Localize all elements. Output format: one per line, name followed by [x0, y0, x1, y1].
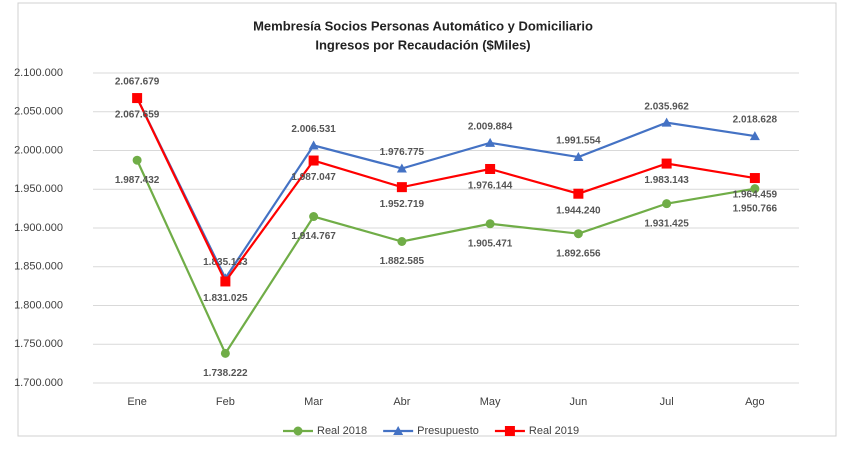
data-label: 1.944.240 — [556, 205, 601, 216]
data-label: 1.987.432 — [115, 175, 160, 186]
data-point — [573, 152, 584, 162]
series-line — [136, 97, 756, 284]
y-tick-label: 2.000.000 — [14, 144, 63, 156]
legend-label: Presupuesto — [417, 425, 479, 437]
data-label: 2.018.628 — [733, 115, 778, 126]
data-point — [308, 140, 319, 150]
x-tick-label: Mar — [304, 396, 323, 408]
data-label: 2.067.659 — [115, 110, 160, 121]
data-point — [396, 182, 407, 193]
data-label: 1.952.719 — [380, 199, 425, 210]
data-point — [220, 348, 230, 358]
data-label: 1.976.775 — [380, 147, 425, 158]
legend-label: Real 2018 — [317, 425, 367, 437]
legend-marker — [293, 426, 303, 436]
x-tick-label: Ago — [745, 396, 765, 408]
data-label: 1.905.471 — [468, 238, 513, 249]
data-point — [309, 212, 319, 222]
data-point — [485, 137, 496, 147]
data-label: 2.067.679 — [115, 77, 160, 88]
data-point — [661, 117, 672, 127]
data-label: 1.987.047 — [291, 172, 336, 183]
y-tick-label: 1.700.000 — [14, 377, 63, 389]
y-tick-label: 2.050.000 — [14, 106, 63, 118]
data-label: 1.983.143 — [644, 175, 689, 186]
legend-label: Real 2019 — [529, 425, 579, 437]
data-point — [750, 184, 760, 194]
x-tick-label: Jul — [660, 396, 674, 408]
data-point — [485, 219, 495, 229]
data-point — [661, 158, 672, 169]
data-point — [573, 188, 584, 199]
data-label: 1.892.656 — [556, 248, 601, 259]
data-label: 1.738.222 — [203, 368, 248, 379]
x-tick-label: Ene — [127, 396, 147, 408]
chart-subtitle: Ingresos por Recaudación ($Miles) — [315, 37, 530, 52]
data-point — [573, 229, 583, 239]
data-point — [396, 163, 407, 173]
data-label: 1.914.767 — [291, 231, 336, 242]
chart-frame — [17, 2, 837, 437]
x-tick-label: Feb — [216, 396, 235, 408]
data-point — [749, 173, 760, 184]
y-tick-label: 1.900.000 — [14, 222, 63, 234]
y-tick-label: 1.850.000 — [14, 261, 63, 273]
data-label: 1.964.459 — [733, 190, 778, 201]
data-label: 1.835.133 — [203, 257, 248, 268]
series-line — [136, 97, 756, 281]
data-label: 2.009.884 — [468, 121, 513, 132]
data-point — [485, 163, 496, 174]
data-point — [132, 93, 143, 104]
y-tick-label: 1.750.000 — [14, 338, 63, 350]
data-label: 1.976.144 — [468, 181, 513, 192]
series-line — [136, 159, 756, 356]
legend-marker — [504, 426, 515, 436]
data-label: 1.882.585 — [380, 256, 425, 267]
y-tick-label: 1.800.000 — [14, 299, 63, 311]
y-tick-label: 1.950.000 — [14, 183, 63, 195]
data-point — [749, 131, 760, 141]
data-label: 2.035.962 — [644, 101, 689, 112]
y-tick-label: 2.100.000 — [14, 67, 63, 79]
chart-title: Membresía Socios Personas Automático y D… — [253, 18, 593, 33]
x-tick-label: Jun — [570, 396, 588, 408]
data-point — [662, 199, 672, 209]
data-point — [132, 155, 142, 165]
x-tick-label: Abr — [393, 396, 410, 408]
data-label: 1.950.766 — [733, 203, 778, 214]
data-label: 2.006.531 — [291, 124, 336, 135]
data-point — [397, 236, 407, 246]
data-point — [308, 155, 319, 166]
data-label: 1.931.425 — [644, 218, 689, 229]
x-tick-label: May — [480, 396, 501, 408]
legend-marker — [393, 426, 404, 435]
data-label: 1.831.025 — [203, 293, 248, 304]
data-label: 1.991.554 — [556, 136, 601, 147]
data-point — [220, 276, 231, 287]
